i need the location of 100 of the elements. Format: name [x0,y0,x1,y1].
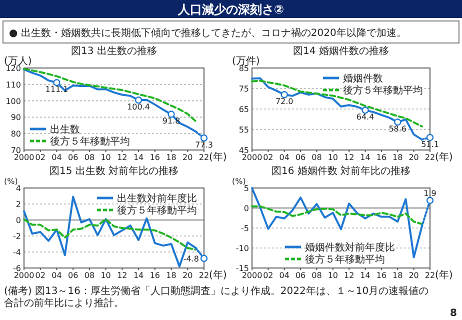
x-tick-label: 18 [392,271,403,280]
y-axis-title: (%) [232,177,246,186]
x-tick-label: 18 [392,153,403,162]
point [134,96,142,104]
y-axis-title: (万人) [4,56,32,67]
x-tick-label: 14 [133,271,144,280]
legend-label: 後方５年移動平均 [50,136,130,148]
x-tick-label: 18 [166,271,176,280]
x-tick-label: 02 [263,153,274,162]
x-tick-label: 12 [117,271,128,280]
x-tick-label: 04 [52,153,62,162]
x-tick-label: 06 [295,153,306,162]
data-label: 72.0 [275,97,294,106]
y-tick-label: -2 [13,232,21,241]
y-tick-label: -10 [236,244,249,253]
chart-title: 図14 婚姻件数の推移 [293,45,389,57]
y-tick-label: 85 [238,64,249,73]
point [200,134,208,142]
y-tick-label: 45 [238,146,249,155]
y-tick-label: 55 [238,126,249,134]
y-axis-title: (万件) [232,56,260,67]
y-tick-label: -6 [13,264,21,273]
point [53,78,60,86]
x-tick-label: 04 [279,153,290,162]
y-tick-label: 0 [16,216,21,225]
x-tick-label: 20 [182,271,193,280]
x-tick-label: 22 [424,153,436,162]
point [362,106,369,114]
point [168,110,175,118]
x-tick-label: 10 [328,153,338,162]
text: ● 出生数・婚姻数共に長期低下傾向で推移してきたが、コロナ禍の2020年以降で加速。 [9,27,406,39]
x-tick-label: 2000 [242,271,262,280]
y-tick-label: 100 [6,96,21,106]
x-tick-label: 10 [100,271,111,280]
x-tick-label: 2000 [14,153,34,162]
x-tick-label: 16 [376,271,387,280]
y-axis-title: (%) [4,177,18,186]
chart-title: 図13 出生数の推移 [71,45,157,57]
x-tick-label: 06 [295,271,306,280]
point [426,134,434,142]
x-tick-label: 14 [360,271,370,280]
x-axis-title: (年) [209,269,227,281]
legend-label: 後方５年移動平均 [117,204,197,216]
line-series [251,205,423,225]
x-tick-label: 06 [68,153,78,162]
data-label: 64.4 [356,112,374,122]
x-tick-label: 10 [328,271,338,280]
x-tick-label: 08 [312,271,322,280]
x-tick-label: 08 [84,271,95,280]
y-tick-label: -5 [241,224,249,233]
x-tick-label: 12 [344,153,354,162]
legend-label: 婚姻件数対前年度比 [305,242,395,254]
legend-label: 後方５年移動平均 [343,84,423,96]
chart-title: 図16 婚姻件数 対前年比の推移 [271,165,411,177]
text: 人口減少の深刻さ② [176,2,284,16]
x-tick-label: 18 [166,153,176,162]
y-tick-label: 110 [6,80,21,90]
y-tick-label: 90 [10,113,21,122]
y-tick-label: 65 [238,105,249,114]
legend-label: 出生数 [50,124,80,136]
text: (備考) 図13～16：厚生労働省「人口動態調査」により作成。2022年は、１～10月の速報値の合計の前年比により推計。 [4,285,429,309]
x-tick-label: 22 [198,153,210,162]
x-tick-label: 04 [279,271,290,280]
x-tick-label: 12 [344,271,354,280]
x-tick-label: 14 [360,153,370,162]
chart-title: 図15 出生数 対前年比の推移 [49,165,179,177]
x-tick-label: 2000 [242,153,262,162]
x-tick-label: 16 [150,153,160,162]
x-tick-label: 2000 [14,271,34,280]
y-tick-label: 2 [16,200,21,209]
line-series [23,68,197,122]
x-tick-label: 08 [312,153,322,162]
legend-label: 出生数対前年度比 [117,192,197,204]
x-axis-title: (年) [209,151,227,163]
x-tick-label: 08 [84,153,95,162]
legend-label: 後方５年移動平均 [305,254,385,266]
x-tick-label: 14 [133,153,144,162]
x-tick-label: 06 [68,271,78,280]
x-tick-label: 04 [52,271,62,280]
x-tick-label: 20 [182,153,193,162]
x-tick-label: 12 [117,153,128,162]
y-tick-label: 5 [244,184,249,193]
data-label: -4.8 [183,254,199,264]
y-tick-label: 0 [244,204,249,213]
point [280,91,288,98]
x-tick-label: 02 [35,153,46,162]
y-tick-label: -15 [236,264,249,273]
x-tick-label: 10 [100,153,111,162]
x-tick-label: 16 [150,271,160,280]
line-series [23,218,197,251]
y-tick-label: 75 [238,84,249,94]
y-tick-label: -4 [13,248,21,257]
y-tick-label: 70 [10,146,21,155]
x-axis-title: (年) [435,269,453,281]
text: 8 [450,308,458,319]
y-tick-label: 120 [6,64,21,73]
x-axis-title: (年) [435,151,453,163]
x-tick-label: 16 [376,153,387,162]
x-tick-label: 22 [424,271,436,280]
point [394,118,402,126]
